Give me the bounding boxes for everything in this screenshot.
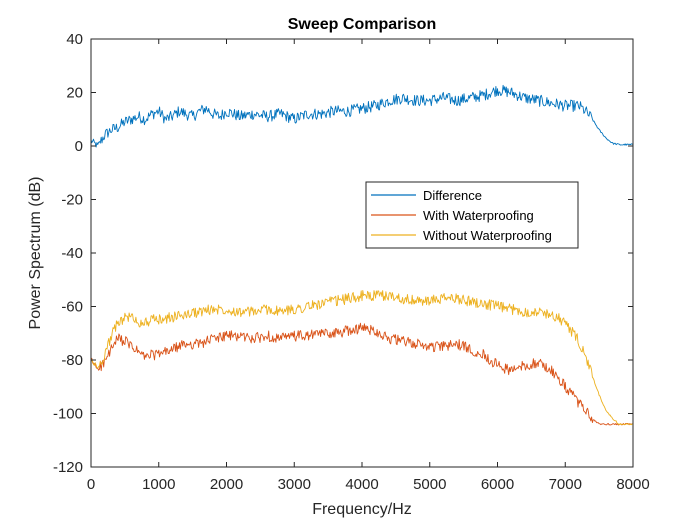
- x-tick-label: 4000: [345, 476, 378, 493]
- series-line-without-waterproofing: [90, 290, 634, 426]
- y-tick-label: -20: [61, 192, 83, 209]
- x-tick-label: 6000: [481, 476, 514, 493]
- y-tick-label: -40: [61, 245, 83, 262]
- x-tick-label: 0: [87, 476, 95, 493]
- y-tick-label: 0: [75, 138, 83, 155]
- y-tick-label: 20: [66, 85, 83, 102]
- x-tick-label: 8000: [616, 476, 649, 493]
- y-tick-label: 40: [66, 31, 83, 48]
- chart-title: Sweep Comparison: [288, 16, 436, 33]
- y-tick-label: -100: [53, 406, 83, 423]
- x-tick-label: 2000: [210, 476, 243, 493]
- y-tick-label: -120: [53, 459, 83, 476]
- y-tick-label: -60: [61, 299, 83, 316]
- x-axis-label: Frequency/Hz: [312, 501, 412, 518]
- legend-label: With Waterproofing: [423, 208, 534, 223]
- series-line-difference: [90, 84, 634, 148]
- legend-label: Difference: [423, 188, 482, 203]
- ticks-layer: 0 1000 2000 3000 4000 5000 6000 7000 8000 -120 -10…: [53, 31, 650, 493]
- series-layer: [90, 84, 634, 426]
- x-tick-label: 5000: [413, 476, 446, 493]
- legend-label: Without Waterproofing: [423, 228, 552, 243]
- y-tick-label: -80: [61, 352, 83, 369]
- y-axis-label: Power Spectrum (dB): [27, 177, 44, 330]
- x-tick-label: 3000: [278, 476, 311, 493]
- legend: Difference With Waterproofing Without Wate…: [365, 181, 579, 249]
- x-tick-label: 7000: [549, 476, 582, 493]
- x-tick-label: 1000: [142, 476, 175, 493]
- series-line-with-waterproofing: [90, 322, 634, 426]
